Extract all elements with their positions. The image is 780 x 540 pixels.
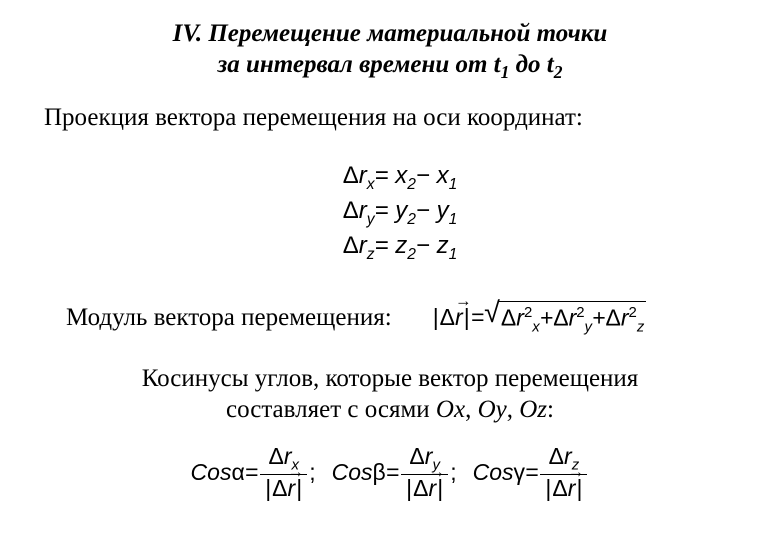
cos-gamma: Cosγ= Δrz |Δr| — [473, 443, 590, 501]
heading-line1: IV. Перемещение материальной точки — [173, 20, 608, 47]
sqrt: √ Δr2x+Δr2y+Δr2z — [484, 301, 646, 335]
heading-line2a: за интервал времени от t — [218, 51, 501, 78]
cosines-equations: Cosα= Δrx |Δr| ; Cosβ= Δry |Δr| ; Cosγ= … — [191, 443, 590, 501]
cos-line2a: составляет с осями — [226, 396, 436, 423]
eq-rz: Δrz= z2− z1 — [343, 230, 458, 265]
modulus-label: Модуль вектора перемещения: — [66, 304, 392, 332]
heading: IV. Перемещение материальной точки за ин… — [173, 18, 608, 84]
eq-ry: Δry= y2− y1 — [343, 195, 458, 230]
heading-line2b: до t — [509, 51, 553, 78]
modulus-equation: |Δr|= √ Δr2x+Δr2y+Δr2z — [432, 301, 647, 335]
cosines-text: Косинусы углов, которые вектор перемещен… — [142, 363, 639, 426]
cos-line1: Косинусы углов, которые вектор перемещен… — [142, 365, 639, 392]
eq-rx: Δrx= x2− x1 — [343, 160, 458, 195]
vector-r: r — [455, 304, 463, 331]
heading-sub2: 2 — [554, 62, 563, 82]
modulus-row: Модуль вектора перемещения: |Δr|= √ Δr2x… — [66, 301, 646, 335]
projection-label: Проекция вектора перемещения на оси коор… — [44, 104, 583, 132]
cos-alpha: Cosα= Δrx |Δr| ; — [191, 443, 316, 501]
projection-equations: Δrx= x2− x1 Δry= y2− y1 Δrz= z2− z1 — [323, 160, 458, 265]
slide: IV. Перемещение материальной точки за ин… — [0, 0, 780, 540]
cos-beta: Cosβ= Δry |Δr| ; — [332, 443, 457, 501]
